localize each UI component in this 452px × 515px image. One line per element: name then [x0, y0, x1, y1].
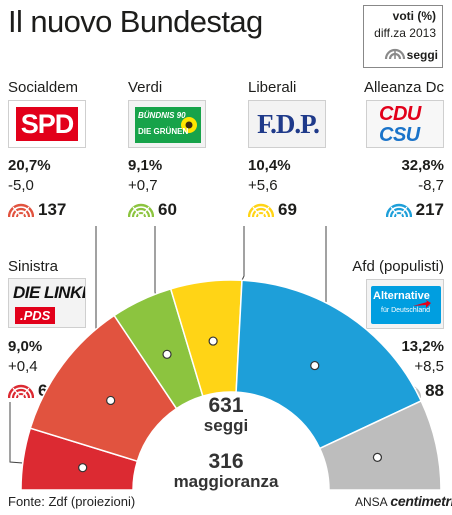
- pds-logo-text: .PDS: [15, 307, 56, 324]
- party-name-verdi: Verdi: [128, 79, 163, 96]
- seats-spd: 137: [38, 200, 67, 219]
- party-name-fdp: Liberali: [248, 79, 297, 96]
- gruene-logo-sub: DIE GRÜNEN: [138, 127, 189, 136]
- diff-afd: +8,5: [414, 358, 444, 375]
- arc-segment-afd: [318, 399, 442, 491]
- total-seats: 631: [208, 394, 244, 417]
- seats-icon: [385, 203, 412, 218]
- csu-logo-text: CSU: [379, 124, 420, 146]
- vote-pct-fdp: 10,4%: [248, 157, 291, 174]
- linke-logo-text: DIE LINKE: [13, 283, 86, 302]
- fdp-logo: F.D.P.: [248, 100, 326, 148]
- seats-verdi: 60: [158, 200, 177, 219]
- arc-segments: [20, 279, 442, 491]
- seats-icon: [8, 384, 34, 399]
- gruene-logo: BÜNDNIS 90 DIE GRÜNEN: [128, 100, 206, 148]
- source-note: Fonte: Zdf (proiezioni): [8, 494, 136, 509]
- sunflower-icon: [181, 117, 197, 133]
- total-seats-unit: seggi: [203, 416, 249, 435]
- connector-dot-afd: [372, 452, 383, 463]
- seats-row-fdp: 69: [248, 200, 297, 220]
- afd-logo-text: Alternative: [373, 290, 430, 302]
- afd-logo: Alternative für Deutschland: [366, 279, 444, 329]
- vote-pct-verdi: 9,1%: [128, 157, 163, 174]
- majority-unit: maggioranza: [173, 472, 279, 491]
- afd-logo-sub: für Deutschland: [381, 307, 431, 314]
- seats-icon: [8, 203, 34, 218]
- seats-afd: 88: [425, 381, 444, 400]
- seats-row-spd: 137: [8, 200, 66, 220]
- seats-icon: [128, 203, 154, 218]
- diff-cducsu: -8,7: [418, 177, 444, 194]
- seats-row-cducsu: 217: [385, 200, 444, 220]
- diff-spd: -5,0: [8, 177, 34, 194]
- vote-pct-spd: 20,7%: [8, 157, 51, 174]
- legend-seats: seggi: [406, 48, 438, 62]
- legend-votes: voti (%): [392, 9, 436, 23]
- connector-dot-spd: [106, 395, 116, 406]
- legend: voti (%) diff.za 2013 seggi: [363, 5, 443, 68]
- seats-icon: [384, 48, 406, 60]
- legend-diff: diff.za 2013: [374, 26, 436, 40]
- agency-label: ANSA: [355, 495, 388, 509]
- connector-dot-sinistra: [78, 463, 88, 473]
- party-name-sinistra: Sinistra: [8, 258, 59, 275]
- afd-logo-bg: [371, 286, 441, 324]
- gruene-logo-top: BÜNDNIS 90: [138, 111, 186, 120]
- connector-dot-verdi: [162, 349, 172, 359]
- spd-logo: SPD: [8, 100, 86, 148]
- arrow-icon: [413, 300, 431, 308]
- seats-row-verdi: 60: [128, 200, 177, 220]
- fdp-logo-text: F.D.P.: [257, 109, 320, 139]
- diff-fdp: +5,6: [248, 177, 278, 194]
- diff-verdi: +0,7: [128, 177, 158, 194]
- seats-cducsu: 217: [415, 200, 444, 219]
- diff-sinistra: +0,4: [8, 358, 38, 375]
- party-name-cducsu: Alleanza Dc: [363, 79, 444, 96]
- party-name-spd: Socialdem: [8, 79, 79, 96]
- cdu-csu-logo: CDU CSU: [366, 100, 444, 148]
- spd-logo-text: SPD: [16, 107, 78, 141]
- connector-dot-fdp: [208, 336, 218, 346]
- connector-dot-cducsu: [310, 360, 320, 371]
- brand-label: centimetri: [390, 493, 452, 509]
- seats-fdp: 69: [278, 200, 297, 219]
- credits: ANSA centimetri: [355, 493, 452, 509]
- party-name-afd: Afd (populisti): [352, 258, 444, 275]
- arc-segment-cducsu: [235, 279, 423, 450]
- cdu-logo-text: CDU: [379, 103, 421, 125]
- seats-icon: [248, 203, 274, 218]
- vote-pct-afd: 13,2%: [401, 338, 444, 355]
- vote-pct-sinistra: 9,0%: [8, 338, 43, 355]
- vote-pct-cducsu: 32,8%: [401, 157, 444, 174]
- linke-logo: DIE LINKE .PDS: [8, 278, 86, 328]
- page-title: Il nuovo Bundestag: [8, 4, 263, 39]
- majority-seats: 316: [208, 450, 244, 473]
- connector-dots: [78, 336, 383, 473]
